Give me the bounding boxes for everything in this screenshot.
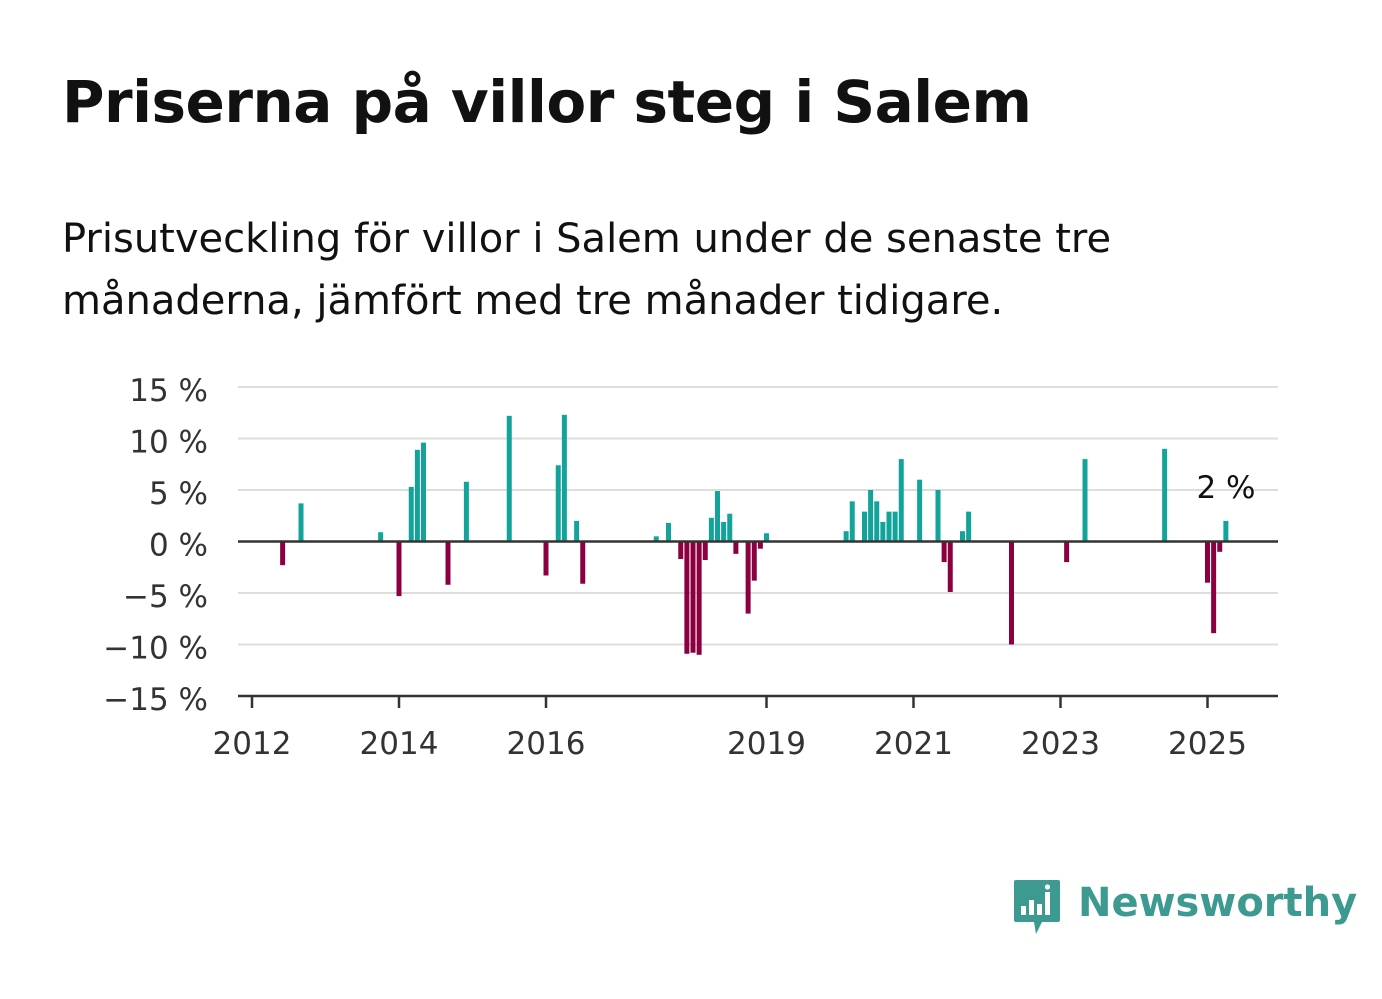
bar [1009,541,1014,645]
bar [733,541,739,554]
y-tick-label: 15 % [129,373,208,409]
bar [445,541,451,585]
bar [892,511,898,542]
x-tick-label: 2014 [360,726,439,762]
bar [463,481,469,542]
y-tick-label: 5 % [149,476,208,512]
y-axis-ticks: 15 % 10 % 5 % 0 % −5 % −10 % −15 % [103,373,208,718]
bar [555,465,561,542]
x-axis-ticks: 2012 2014 2016 2019 2021 2023 2025 [213,696,1247,762]
bar [666,522,671,542]
bar [880,521,886,542]
bar [727,513,733,542]
bar [574,520,580,542]
bar [843,531,849,542]
bar [898,459,904,542]
bar [1211,541,1217,634]
bar [941,541,947,563]
value-annotation: 2 % [1196,470,1255,506]
bar [580,541,586,584]
bar [1064,541,1070,563]
bar [378,532,384,542]
bars [280,414,1229,655]
bar [764,533,769,542]
y-tick-label: −10 % [103,631,208,667]
bar [874,501,880,542]
bar [935,490,941,542]
bar [862,511,867,542]
brand-logo: Newsworthy [1012,878,1357,940]
x-tick-label: 2019 [727,726,806,762]
x-tick-label: 2021 [874,726,953,762]
bar [506,415,512,542]
y-tick-label: 0 % [149,528,208,564]
bar [1082,459,1088,542]
bar [721,521,727,542]
bar [715,491,720,542]
y-tick-label: 10 % [129,425,208,461]
bar [849,501,855,542]
bar [1205,541,1210,583]
bar [745,541,751,614]
bar [408,486,414,542]
bar [868,490,874,542]
bar [690,541,696,653]
y-tick-label: −15 % [103,682,208,718]
bar [1162,448,1168,542]
brand-name: Newsworthy [1078,880,1358,926]
bar [696,541,702,655]
bar [947,541,953,592]
x-tick-label: 2012 [213,726,292,762]
bar [917,479,923,542]
bar [678,541,684,560]
bar [1223,520,1229,542]
bar [561,414,567,542]
bar [1217,541,1223,552]
bar [543,541,549,576]
bar [966,511,972,542]
x-tick-label: 2023 [1021,726,1100,762]
bar [414,449,420,542]
x-tick-label: 2025 [1168,726,1247,762]
axes [238,540,1278,698]
bar [653,536,659,542]
chart-subtitle: Prisutveckling för villor i Salem under … [62,216,1112,324]
bar [684,541,690,654]
y-tick-label: −5 % [123,579,208,615]
bar [960,531,965,542]
bar [702,541,708,561]
bar [396,541,402,597]
bar [421,442,426,542]
bar [298,503,304,542]
x-tick-label: 2016 [507,726,586,762]
newsworthy-logo-icon [1014,880,1060,934]
grid-lines [238,386,1278,646]
bar [757,541,763,549]
bar [886,511,892,542]
chart-title: Priserna på villor steg i Salem [62,68,1032,136]
annotations: 2 % [1196,470,1255,506]
bar [280,541,286,566]
bar [708,517,714,542]
bar [751,541,757,581]
